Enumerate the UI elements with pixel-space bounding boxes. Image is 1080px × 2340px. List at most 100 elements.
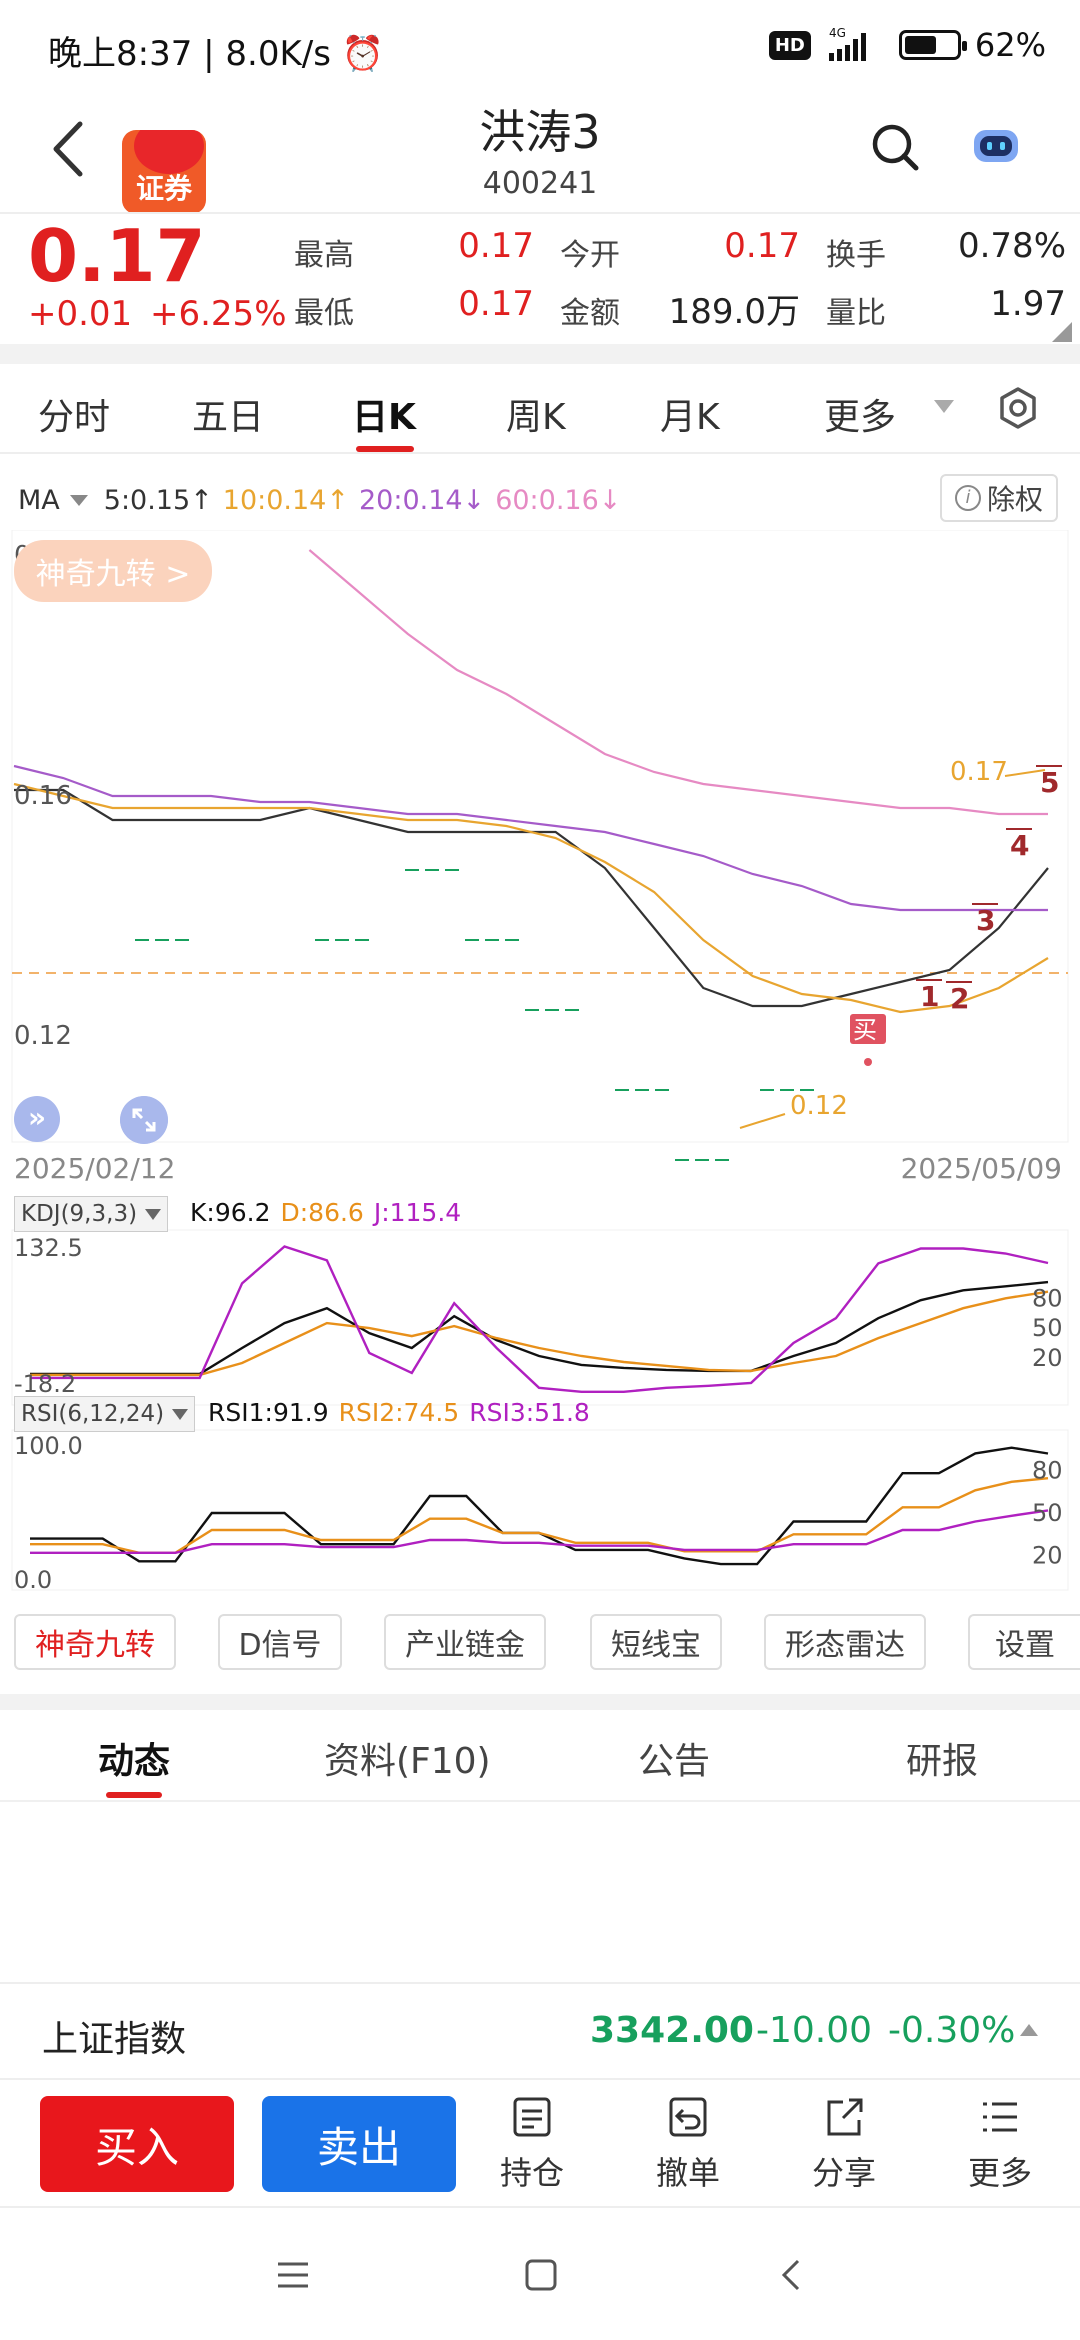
tab-intraday[interactable]: 分时 [38, 397, 111, 438]
search-icon[interactable] [866, 118, 922, 174]
broker-logo: 证券 [122, 130, 206, 214]
gear-icon[interactable] [996, 386, 1040, 430]
ma10-line [13, 782, 1049, 1014]
status-time-speed: 晚上8:37 | 8.0K/s ⏰ [48, 34, 385, 74]
trade-bar: 买入 卖出 持仓 撤单 分享 更多 [0, 2082, 1080, 2208]
rsi-values: RSI1:91.9 RSI2:74.5 RSI3:51.8 [208, 1398, 590, 1427]
tab-dynamics[interactable]: 动态 [98, 1741, 171, 1782]
main-panel-frame [11, 530, 1069, 1143]
rsi2-value: RSI2:74.5 [338, 1398, 460, 1427]
min-price-label: 0.12 [790, 1091, 848, 1121]
tab-weekly-k[interactable]: 周K [506, 397, 566, 438]
feature-pattern-radar[interactable]: 形态雷达 [764, 1614, 926, 1670]
buy-button[interactable]: 买入 [40, 2096, 234, 2192]
kdj-right-tick: 80 [1032, 1284, 1063, 1312]
holdings-button[interactable]: 持仓 [482, 2094, 582, 2194]
high-label: 最高 [294, 238, 354, 273]
rsi-right-tick: 20 [1032, 1542, 1063, 1570]
ma5-value: 5:0.15↑ [103, 484, 213, 516]
rsi-min-tick: 0.0 [14, 1566, 52, 1594]
expand-panel-icon[interactable]: » [14, 1096, 60, 1142]
cancel-order-button[interactable]: 撤单 [638, 2094, 738, 2194]
open-label: 今开 [560, 238, 620, 273]
stock-chart[interactable]: 0.200.160.1212345买0.170.12132.5-18.28050… [0, 530, 1080, 1610]
expand-corner-icon[interactable] [1052, 322, 1072, 342]
ma-legend: MA 5:0.15↑ 10:0.14↑ 20:0.14↓ 60:0.16↓ [18, 480, 621, 520]
holdings-icon [513, 2097, 551, 2137]
rsi-selector[interactable]: RSI(6,12,24) [14, 1396, 196, 1432]
buy-signal-text: 买 [853, 1016, 877, 1044]
more-button[interactable]: 更多 [950, 2094, 1050, 2194]
feature-d-signal[interactable]: D信号 [218, 1614, 342, 1670]
section-divider [0, 344, 1080, 364]
share-button[interactable]: 分享 [794, 2094, 894, 2194]
tab-more[interactable]: 更多 [824, 397, 897, 438]
ma60-line [308, 549, 1048, 816]
menu-icon[interactable] [276, 2260, 310, 2290]
index-change-percent: -0.30% [888, 2010, 1016, 2051]
ma-selector[interactable]: MA [18, 484, 60, 516]
kdj-j-value: J:115.4 [373, 1198, 462, 1227]
rsi3-value: RSI3:51.8 [469, 1398, 590, 1427]
magic-nine-turn-badge[interactable]: 神奇九转 > [14, 540, 212, 602]
nine-turn-count-5: 5 [1040, 766, 1059, 799]
rsi-RSI1-line [30, 1446, 1049, 1566]
chart-start-date: 2025/02/12 [14, 1152, 176, 1185]
more-label: 更多 [967, 2154, 1032, 2192]
turnover-label: 换手 [826, 238, 886, 273]
tab-research[interactable]: 研报 [906, 1741, 979, 1782]
kdj-selector[interactable]: KDJ(9,3,3) [14, 1196, 169, 1232]
active-tab-indicator [106, 1792, 162, 1798]
network-label: 4G [829, 27, 846, 40]
tab-monthly-k[interactable]: 月K [660, 397, 720, 438]
feature-magic-nine[interactable]: 神奇九转 [14, 1614, 176, 1670]
rsi-right-tick: 50 [1032, 1499, 1063, 1527]
assistant-robot-icon[interactable] [970, 122, 1022, 168]
ma-dropdown-icon[interactable] [69, 494, 88, 506]
amount-value: 189.0万 [668, 292, 800, 332]
period-tabs: 分时 五日 日K 周K 月K 更多 [0, 368, 1080, 454]
feature-settings[interactable]: 设置 [968, 1614, 1080, 1670]
signal-icon: 4G [828, 27, 866, 61]
volume-ratio-value: 1.97 [990, 284, 1066, 324]
ex-rights-button[interactable]: i 除权 [940, 474, 1058, 522]
tab-f10[interactable]: 资料(F10) [324, 1741, 491, 1782]
kdj-right-tick: 20 [1032, 1344, 1063, 1372]
chevron-down-icon[interactable] [934, 400, 954, 413]
price-change-percent: +6.25% [150, 294, 287, 334]
index-ticker[interactable]: 上证指数 3342.00 -10.00 -0.30% [0, 1982, 1080, 2080]
fullscreen-icon[interactable] [120, 1096, 168, 1144]
feature-industry-chain[interactable]: 产业链金 [384, 1614, 546, 1670]
kdj-K-line [30, 1280, 1049, 1376]
last-price: 0.17 [28, 214, 206, 298]
tab-five-day[interactable]: 五日 [192, 397, 265, 438]
kdj-right-tick: 50 [1032, 1314, 1063, 1342]
nine-turn-count-1: 1 [920, 980, 939, 1013]
hd-badge: HD [768, 30, 811, 60]
kdj-min-tick: -18.2 [14, 1370, 76, 1398]
sell-button[interactable]: 卖出 [262, 2096, 456, 2192]
max-price-pointer [1004, 769, 1046, 777]
status-right: HD 4G 62% [768, 26, 1046, 64]
chevron-down-icon [172, 1408, 189, 1420]
back-nav-icon[interactable] [778, 2258, 804, 2292]
kdj-k-value: K:96.2 [190, 1198, 271, 1227]
broker-logo-text: 证券 [135, 172, 192, 205]
system-nav-bar [0, 2210, 1080, 2340]
share-label: 分享 [811, 2154, 876, 2192]
tab-announcements[interactable]: 公告 [638, 1741, 711, 1782]
index-name: 上证指数 [42, 2019, 187, 2060]
ma10-value: 10:0.14↑ [222, 484, 349, 516]
battery-icon [898, 30, 967, 60]
feature-short-term[interactable]: 短线宝 [590, 1614, 722, 1670]
rsi-RSI2-line [30, 1477, 1049, 1554]
max-price-label: 0.17 [950, 757, 1008, 787]
chart-end-date: 2025/05/09 [900, 1152, 1062, 1185]
chevron-up-icon[interactable] [1020, 2024, 1038, 2036]
home-icon[interactable] [524, 2258, 558, 2292]
tab-daily-k[interactable]: 日K [352, 397, 416, 438]
share-icon [827, 2098, 863, 2136]
ex-rights-label: 除权 [986, 483, 1043, 516]
back-icon[interactable] [40, 114, 100, 184]
more-icon [983, 2102, 1017, 2132]
